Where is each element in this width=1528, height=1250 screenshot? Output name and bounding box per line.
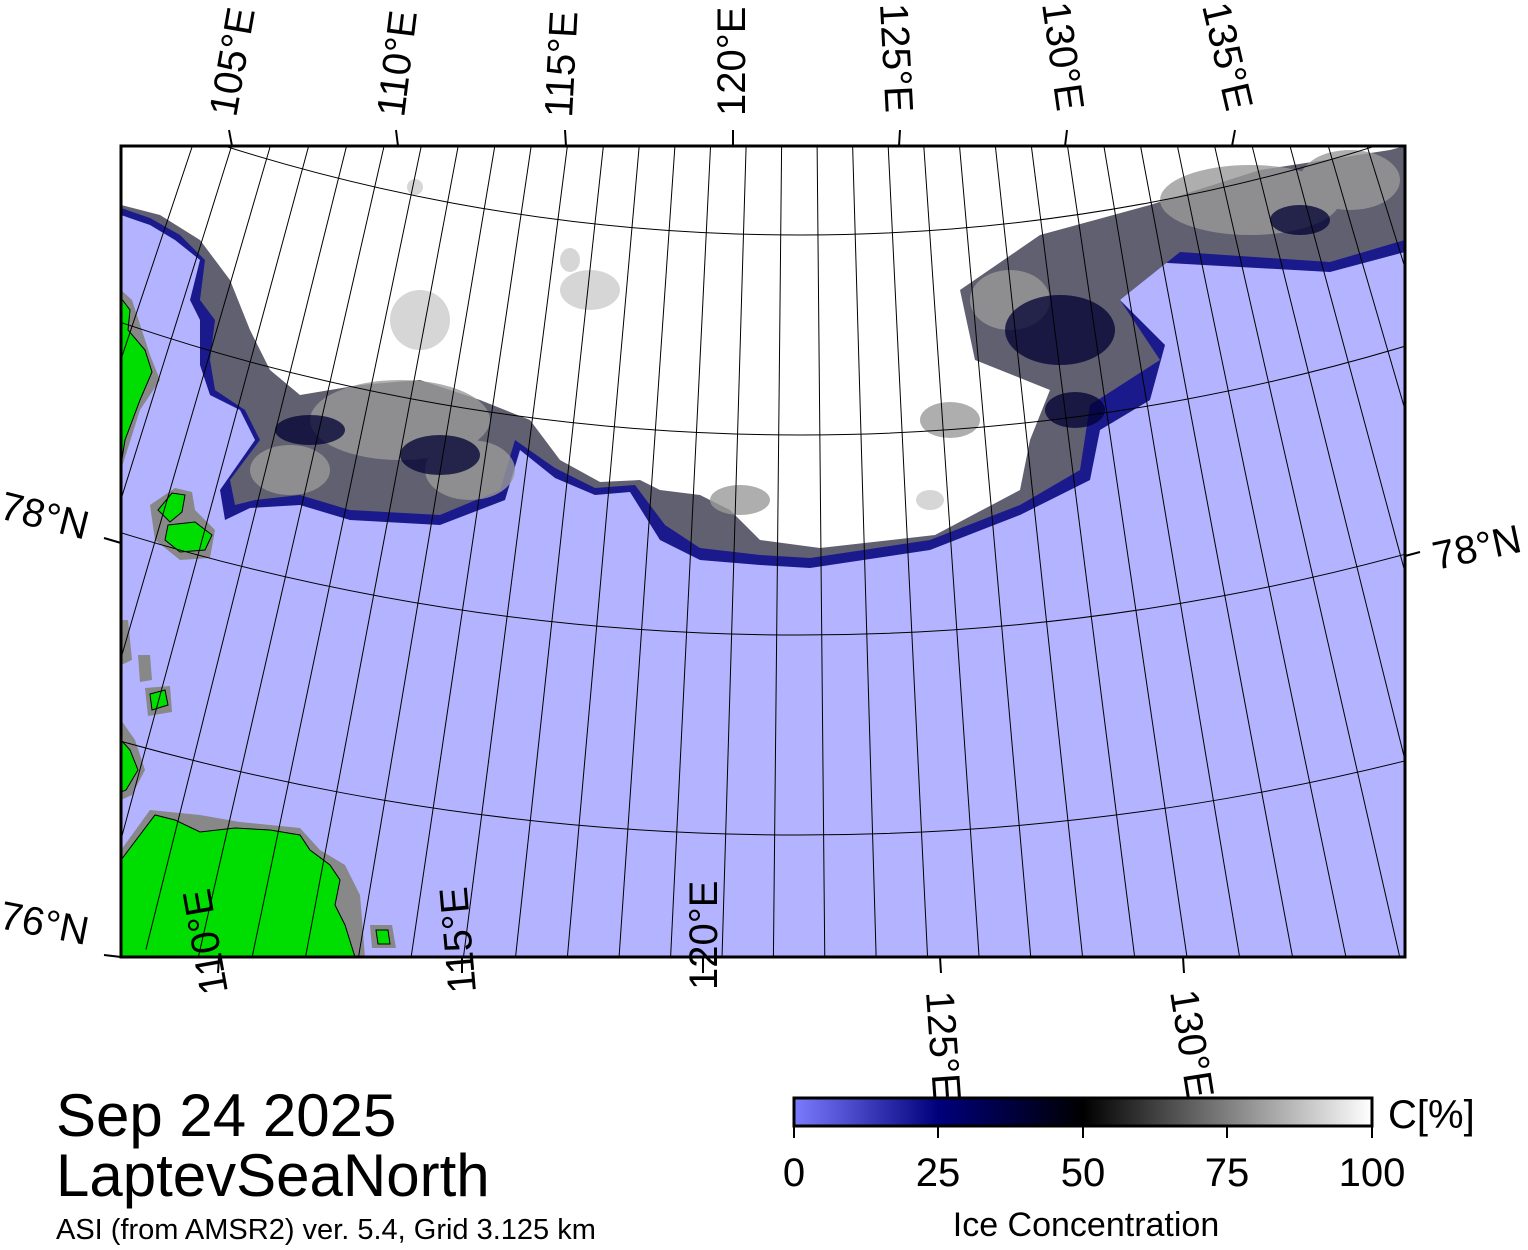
meridian-line	[721, 146, 747, 957]
lon-label-top-110: 110°E	[369, 8, 426, 119]
meridian-line	[887, 146, 929, 957]
lat-label-right-78: 78°N	[1429, 517, 1526, 579]
region-label: LaptevSeaNorth	[56, 1142, 490, 1209]
meridian-line	[121, 146, 310, 842]
lon-label-bottom-125: 125°E	[917, 990, 969, 1102]
meridian-line	[305, 146, 459, 957]
lon-label-top-135: 135°E	[1193, 0, 1260, 115]
meridian-line	[852, 146, 877, 957]
meridian-line	[515, 146, 604, 957]
meridian-line	[1030, 146, 1136, 957]
meridian-line	[251, 146, 422, 957]
meridian-line	[1176, 146, 1347, 957]
lon-label-bottom-115: 115°E	[432, 885, 485, 995]
colorbar-gradient	[792, 1096, 1374, 1128]
colorbar-title: Ice Concentration	[953, 1206, 1220, 1244]
ice-high	[121, 146, 1405, 548]
meridian-line	[462, 146, 568, 957]
meridian-line	[145, 146, 348, 950]
meridian-line	[1140, 146, 1294, 957]
meridian-line	[410, 146, 532, 957]
lat-label-left-78: 78°N	[0, 484, 93, 548]
colorbar-tick-25: 25	[916, 1151, 961, 1195]
meridian-line	[121, 146, 271, 660]
meridian-line	[1067, 146, 1188, 957]
map-frame	[119, 144, 1407, 959]
meridian-line	[816, 146, 826, 957]
meridian-line	[994, 146, 1084, 957]
meridian-line	[1214, 146, 1401, 957]
map-area	[121, 146, 1405, 957]
frame-ticks	[103, 129, 1421, 974]
colorbar: 0 25 50 75 100 C[%] Ice Concentration	[783, 1093, 1475, 1244]
lat-label-left-76: 76°N	[0, 894, 92, 954]
ice-dark-patches	[275, 205, 1330, 475]
meridian-line	[121, 146, 233, 502]
meridian-line	[357, 146, 496, 957]
meridian-line	[1103, 146, 1241, 957]
meridian-line	[197, 146, 385, 957]
colorbar-tick-50: 50	[1061, 1151, 1106, 1195]
lon-label-top-115: 115°E	[537, 10, 587, 119]
meridian-line	[566, 146, 640, 957]
land-masses	[121, 290, 396, 957]
graticule	[121, 146, 1405, 957]
colorbar-tick-0: 0	[783, 1151, 805, 1195]
colorbar-tick-75: 75	[1205, 1151, 1250, 1195]
meridian-line	[1251, 146, 1405, 763]
colorbar-unit: C[%]	[1388, 1093, 1475, 1137]
ice-light-patches	[390, 179, 944, 510]
lon-label-top-105: 105°E	[202, 4, 264, 119]
meridian-line	[618, 146, 676, 957]
source-label: ASI (from AMSR2) ver. 5.4, Grid 3.125 km	[56, 1214, 596, 1246]
lon-label-bottom-120: 120°E	[682, 881, 726, 990]
lon-label-bottom-130: 130°E	[1161, 987, 1222, 1102]
meridian-line	[923, 146, 980, 957]
date-label: Sep 24 2025	[56, 1082, 397, 1149]
colorbar-tick-100: 100	[1339, 1151, 1406, 1195]
meridian-line	[1289, 146, 1405, 575]
lon-label-top-130: 130°E	[1033, 0, 1092, 114]
meridian-line	[670, 146, 712, 957]
meridian-line	[772, 146, 783, 957]
taymyr-coast	[121, 814, 356, 957]
lon-label-top-120: 120°E	[710, 7, 754, 116]
lon-label-top-125: 125°E	[871, 2, 921, 114]
meridian-line	[959, 146, 1032, 957]
